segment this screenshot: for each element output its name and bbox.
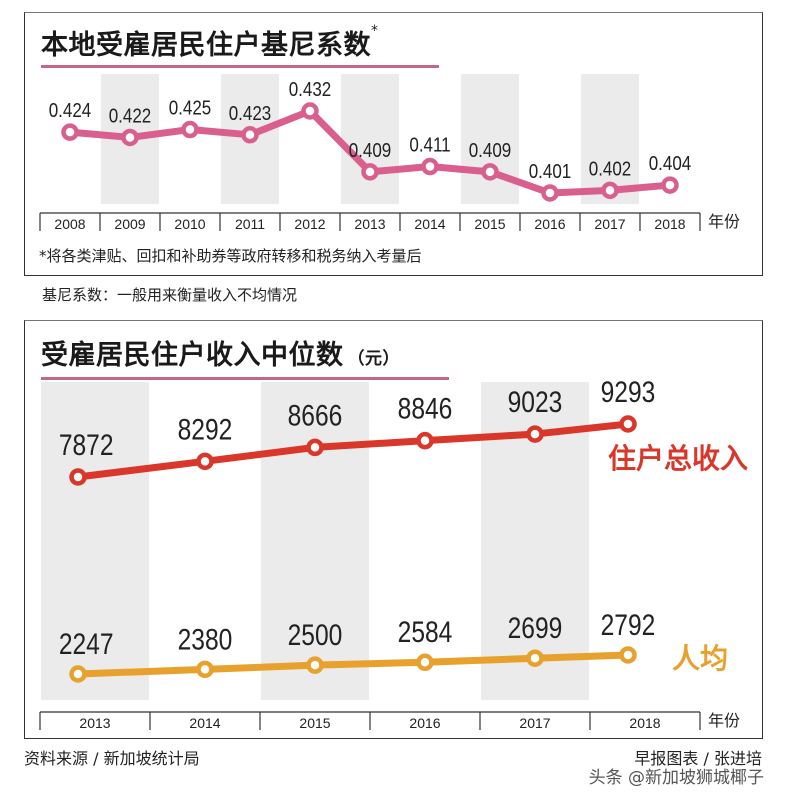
per-capita-marker	[196, 660, 214, 679]
x-tick-label: 2008	[54, 216, 85, 232]
gini-title-text: 本地受雇居民住户基尼系数	[41, 30, 371, 61]
per-capita-marker	[69, 665, 87, 683]
household-value-label: 9023	[508, 385, 563, 419]
per-capita-marker	[306, 656, 324, 674]
gini-value-label: 0.404	[649, 152, 692, 175]
x-tick-label: 2011	[235, 216, 265, 232]
source-note: 资料来源 / 新加坡统计局	[24, 749, 200, 768]
household-series-label: 住户总收入	[608, 442, 748, 474]
x-tick-label: 2012	[294, 216, 325, 232]
gini-marker	[121, 128, 139, 147]
household-marker	[526, 425, 544, 443]
watermark: 头条 @新加坡狮城椰子	[588, 768, 764, 788]
per-capita-line	[74, 651, 632, 678]
title-underline	[41, 65, 439, 68]
x-tick-label: 2014	[189, 715, 220, 731]
column-shade	[261, 382, 369, 700]
column-shade	[341, 74, 399, 204]
gini-marker	[61, 123, 79, 141]
income-chart-title: 受雇居民住户收入中位数 （元）	[41, 333, 400, 372]
household-value-label: 9293	[601, 375, 656, 409]
x-tick-label: 2018	[654, 216, 685, 232]
x-tick-label: 2017	[594, 216, 625, 232]
household-value-label: 8292	[178, 412, 233, 446]
gini-marker	[481, 163, 499, 181]
gini-value-label: 0.409	[469, 139, 512, 162]
gini-marker	[421, 157, 439, 176]
income-title-text: 受雇居民住户收入中位数	[41, 340, 344, 371]
gini-value-label: 0.402	[589, 157, 632, 180]
x-tick-label: 2010	[174, 216, 205, 232]
per-capita-value-label: 2247	[59, 627, 114, 661]
household-value-label: 8666	[288, 398, 343, 432]
credit-note: 早报图表 / 张进培	[634, 749, 762, 768]
gini-value-label: 0.423	[229, 101, 272, 124]
x-axis-unit: 年份	[708, 712, 740, 730]
x-axis-unit: 年份	[708, 213, 740, 231]
gini-definition: 基尼系数：一般用来衡量收入不均情况	[42, 286, 298, 304]
x-tick-label: 2014	[414, 216, 445, 232]
per-capita-value-label: 2380	[178, 622, 233, 656]
x-tick-label: 2015	[474, 216, 505, 232]
title-asterisk: *	[371, 23, 379, 39]
gini-marker	[361, 163, 379, 181]
household-value-label: 7872	[59, 428, 114, 462]
household-marker	[416, 431, 434, 450]
title-underline	[41, 377, 449, 380]
household-marker	[69, 468, 87, 486]
per-capita-value-label: 2699	[508, 611, 563, 645]
household-marker	[306, 438, 324, 457]
household-value-label: 8846	[398, 391, 453, 425]
gini-value-label: 0.425	[169, 96, 212, 119]
gini-marker	[661, 176, 679, 194]
gini-marker	[181, 120, 199, 139]
income-title-unit: （元）	[347, 349, 400, 369]
x-tick-label: 2009	[114, 216, 145, 232]
household-marker	[196, 452, 214, 471]
per-capita-value-label: 2792	[601, 608, 656, 642]
x-tick-label: 2013	[354, 216, 385, 232]
household-line	[74, 420, 632, 481]
household-marker	[619, 415, 637, 433]
x-tick-label: 2013	[79, 715, 110, 731]
x-tick-label: 2015	[299, 715, 330, 731]
per-capita-marker	[416, 653, 434, 672]
per-capita-marker	[619, 646, 637, 664]
x-tick-label: 2017	[519, 715, 550, 731]
per-capita-series-label: 人均	[672, 643, 728, 674]
per-capita-value-label: 2500	[288, 618, 343, 652]
gini-value-label: 0.401	[529, 160, 572, 183]
gini-value-label: 0.422	[109, 104, 152, 127]
x-tick-label: 2018	[629, 715, 660, 731]
gini-value-label: 0.411	[409, 133, 450, 156]
gini-value-label: 0.432	[289, 78, 332, 101]
gini-value-label: 0.409	[349, 139, 392, 162]
gini-footnote: *将各类津贴、回扣和补助券等政府转移和税务纳入考量后	[39, 247, 422, 265]
x-tick-label: 2016	[409, 715, 440, 731]
per-capita-value-label: 2584	[398, 615, 453, 649]
gini-chart-title: 本地受雇居民住户基尼系数*	[41, 23, 379, 62]
per-capita-marker	[526, 649, 544, 667]
gini-marker	[601, 181, 619, 200]
gini-marker	[241, 126, 259, 144]
x-tick-label: 2016	[534, 216, 565, 232]
gini-value-label: 0.424	[49, 99, 92, 122]
gini-marker	[541, 184, 559, 202]
gini-marker	[301, 102, 319, 120]
column-shade	[41, 382, 149, 700]
